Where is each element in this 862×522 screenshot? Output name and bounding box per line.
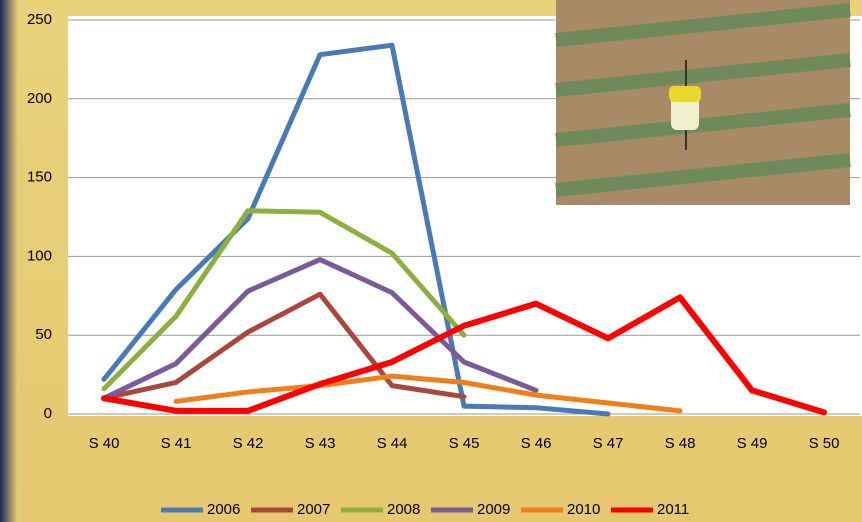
x-tick-label: S 44 [377,435,408,452]
legend-label: 2009 [477,501,510,518]
legend-label: 2008 [387,501,420,518]
x-tick-label: S 49 [737,435,768,452]
x-tick-label: S 43 [305,435,336,452]
y-tick-label: 50 [35,326,52,343]
y-tick-label: 100 [27,247,52,264]
x-tick-label: S 41 [161,435,192,452]
y-tick-label: 150 [27,169,52,186]
legend-label: 2010 [567,501,600,518]
x-tick-label: S 42 [233,435,264,452]
legend-label: 2011 [657,501,689,518]
edge [0,0,18,522]
x-tick-label: S 45 [449,435,480,452]
x-tick-label: S 48 [665,435,696,452]
x-tick-label: S 47 [593,435,624,452]
y-tick-label: 250 [27,11,52,28]
y-tick-label: 0 [44,405,52,422]
x-tick-label: S 46 [521,435,552,452]
legend-label: 2007 [297,501,330,518]
photo-inset [556,0,850,205]
chart: 0 50 100 150 200 250 S 40 S 41 S 42 S 43 S 44 S 45 S… [0,0,862,522]
y-tick-label: 200 [27,90,52,107]
legend-label: 2006 [207,501,240,518]
x-tick-label: S 50 [809,435,840,452]
x-tick-label: S 40 [89,435,120,452]
